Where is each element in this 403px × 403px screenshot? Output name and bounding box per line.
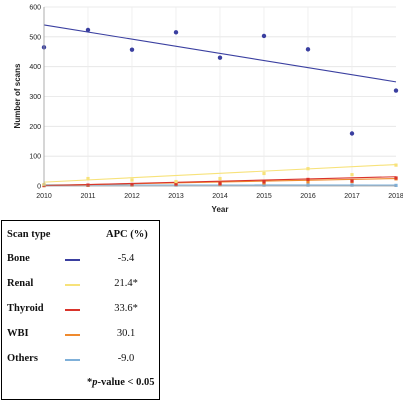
point-renal bbox=[394, 163, 398, 167]
point-bone bbox=[129, 47, 135, 52]
point-bone bbox=[217, 55, 223, 60]
legend-row-thyroid: Thyroid 33.6* bbox=[2, 302, 159, 318]
point-renal bbox=[130, 178, 134, 182]
point-thyroid bbox=[350, 179, 354, 183]
point-renal bbox=[306, 167, 310, 171]
y-tick-label: 200 bbox=[29, 124, 41, 131]
legend-apc-value: 30.1 bbox=[116, 328, 136, 339]
legend-label: Thyroid bbox=[7, 303, 44, 314]
legend-apc-value: -5.4 bbox=[117, 253, 135, 264]
point-bone bbox=[305, 47, 311, 52]
point-others bbox=[350, 183, 354, 187]
legend-row-bone: Bone -5.4 bbox=[2, 252, 159, 268]
y-tick-label: 600 bbox=[29, 5, 41, 12]
point-wbi bbox=[306, 180, 310, 184]
point-renal bbox=[86, 176, 90, 181]
point-bone bbox=[173, 30, 179, 35]
tick-labels: 0 100 200 300 400 500 600 2010 2011 2012 2013 2014 2… bbox=[29, 5, 403, 201]
legend-swatch bbox=[65, 309, 80, 311]
point-renal bbox=[350, 173, 354, 177]
point-bone bbox=[393, 88, 399, 93]
point-renal bbox=[262, 171, 266, 176]
legend-apc-value: 33.6* bbox=[114, 303, 138, 314]
note-text: -value < 0.05 bbox=[97, 377, 155, 388]
x-tick-label: 2018 bbox=[388, 193, 403, 200]
legend-apc-value: -9.0 bbox=[117, 353, 135, 364]
legend-header-apc: APC (%) bbox=[106, 229, 148, 240]
legend-label: Others bbox=[7, 353, 38, 364]
point-others bbox=[306, 183, 310, 187]
point-thyroid bbox=[174, 182, 178, 186]
x-tick-label: 2017 bbox=[344, 193, 360, 200]
y-tick-label: 0 bbox=[37, 184, 41, 191]
x-tick-label: 2013 bbox=[168, 193, 184, 200]
point-thyroid bbox=[86, 183, 90, 187]
x-tick-label: 2014 bbox=[212, 193, 228, 200]
point-renal bbox=[218, 176, 222, 181]
x-tick-label: 2011 bbox=[80, 193, 95, 200]
x-tick-label: 2015 bbox=[256, 193, 272, 200]
y-tick-label: 100 bbox=[29, 154, 41, 161]
y-tick-label: 300 bbox=[29, 94, 41, 101]
note-p: p bbox=[92, 377, 98, 388]
point-thyroid bbox=[130, 182, 134, 187]
data-points bbox=[41, 27, 399, 188]
y-axis-title: Number of scans bbox=[13, 63, 22, 128]
legend-swatch bbox=[65, 359, 80, 361]
legend-label: Bone bbox=[7, 253, 30, 264]
trend-line-bone bbox=[43, 24, 397, 83]
legend-label: WBI bbox=[7, 328, 29, 339]
legend-table: Scan type APC (%) Bone -5.4 Renal 21.4* … bbox=[1, 220, 160, 400]
legend-row-others: Others -9.0 bbox=[2, 352, 159, 368]
point-bone bbox=[261, 33, 267, 39]
point-renal bbox=[174, 179, 178, 184]
legend-row-wbi: WBI 30.1 bbox=[2, 327, 159, 343]
point-thyroid bbox=[394, 176, 398, 180]
x-tick-label: 2012 bbox=[124, 193, 140, 200]
legend-apc-value: 21.4* bbox=[114, 278, 138, 289]
note-asterisk: * bbox=[87, 377, 93, 388]
point-bone bbox=[85, 27, 91, 33]
y-tick-label: 500 bbox=[29, 34, 41, 41]
trend-line-thyroid bbox=[43, 176, 397, 187]
significance-note: *p-value < 0.05 bbox=[87, 377, 155, 388]
point-others bbox=[262, 183, 266, 187]
legend-label: Renal bbox=[7, 278, 34, 289]
legend-swatch bbox=[65, 259, 80, 261]
x-tick-label: 2010 bbox=[36, 193, 52, 200]
x-tick-label: 2016 bbox=[300, 193, 316, 200]
point-bone bbox=[349, 131, 355, 136]
point-thyroid bbox=[218, 182, 222, 186]
x-axis-title: Year bbox=[212, 205, 229, 214]
trend-line-renal bbox=[43, 163, 397, 183]
legend-swatch bbox=[65, 334, 80, 336]
point-others bbox=[394, 183, 398, 188]
axes bbox=[43, 7, 396, 187]
y-tick-label: 400 bbox=[29, 64, 41, 71]
point-thyroid bbox=[306, 177, 310, 182]
point-thyroid bbox=[262, 180, 266, 184]
legend-row-renal: Renal 21.4* bbox=[2, 277, 159, 293]
scatter-chart: 0 100 200 300 400 500 600 2010 2011 2012 2013 2014 2… bbox=[13, 5, 403, 215]
legend-swatch bbox=[65, 284, 80, 286]
legend-header-scan-type: Scan type bbox=[7, 229, 51, 240]
